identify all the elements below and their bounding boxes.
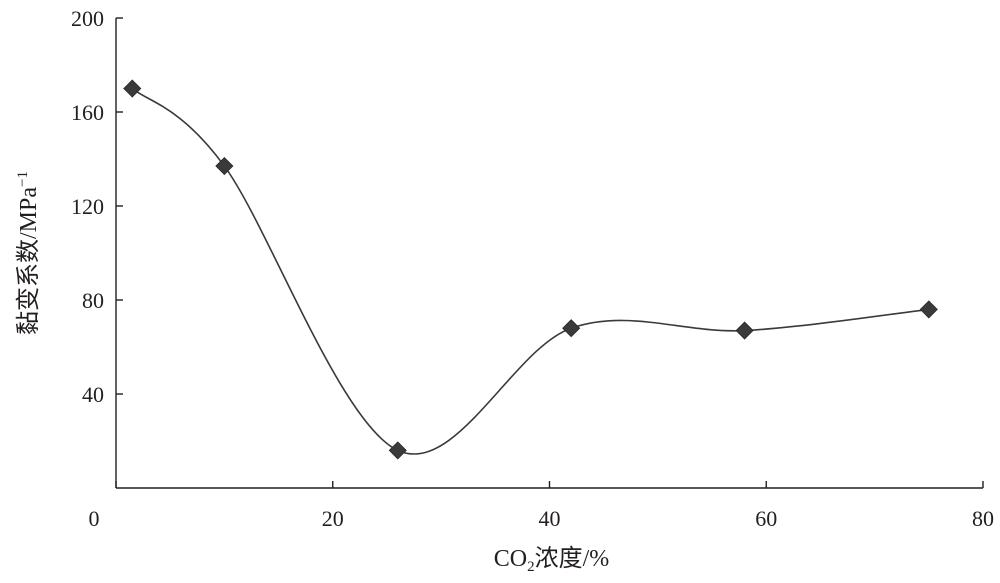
data-point-marker: [388, 441, 407, 460]
y-axis-title: 黏变系数/MPa−1: [15, 171, 42, 335]
y-tick-label: 200: [71, 6, 104, 31]
x-tick-label: 80: [972, 506, 994, 531]
data-point-marker: [123, 79, 142, 98]
y-tick-label: 80: [82, 288, 104, 313]
y-tick-label: 160: [71, 100, 104, 125]
x-tick-label: 40: [539, 506, 561, 531]
y-axis-title-superscript: −1: [15, 171, 31, 187]
y-tick-label: 40: [82, 382, 104, 407]
data-point-marker: [215, 156, 234, 176]
x-tick-label: 60: [755, 506, 777, 531]
x-axis-title: CO2浓度/%: [494, 545, 610, 575]
x-axis-title-main: CO: [494, 546, 527, 572]
x-axis-title-subscript: 2: [527, 559, 535, 575]
x-ticks: 0 20 40 60 80: [89, 481, 994, 531]
axes: [115, 18, 983, 489]
x-axis-title-rest: 浓度/%: [535, 545, 610, 572]
x-tick-label: 0: [89, 506, 100, 531]
x-tick-label: 20: [322, 506, 344, 531]
series-line: [131, 87, 929, 455]
y-axis-title-main: 黏变系数/MPa: [15, 187, 42, 335]
y-ticks: 40 80 120 160 200: [71, 6, 123, 407]
data-point-marker: [919, 300, 938, 319]
series-markers: [123, 79, 938, 460]
data-point-marker: [735, 321, 754, 340]
data-point-marker: [562, 319, 581, 338]
y-tick-label: 120: [71, 194, 104, 219]
